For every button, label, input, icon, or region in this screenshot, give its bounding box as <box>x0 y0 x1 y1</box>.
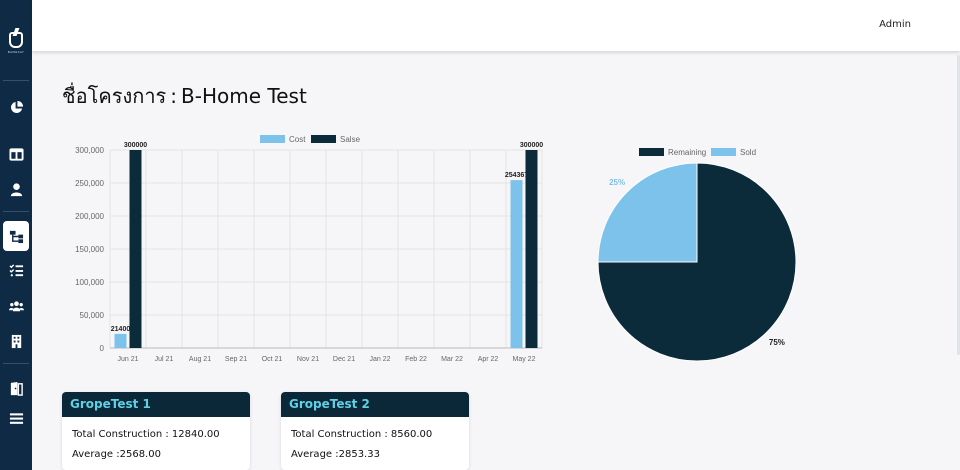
project-name-label: ชื่อโครงการ <box>62 84 167 108</box>
scrollbar[interactable] <box>957 55 960 355</box>
sidebar-item-user[interactable] <box>0 174 32 204</box>
y-tick-label: 300,000 <box>75 146 104 155</box>
layout-icon <box>8 147 24 161</box>
x-tick-label: Mar 22 <box>441 356 463 363</box>
legend-swatch <box>711 148 736 156</box>
menu-icon <box>9 412 23 424</box>
sidebar-item-project-structure[interactable] <box>3 221 29 251</box>
legend-label: Remaining <box>668 148 706 157</box>
data-label: 254367 <box>505 172 528 179</box>
average: Average :2853.33 <box>291 449 380 460</box>
sidebar-item-users[interactable] <box>0 291 32 321</box>
x-tick-label: Oct 21 <box>262 356 283 363</box>
user-icon <box>10 182 22 196</box>
total-construction: Total Construction : 8560.00 <box>291 429 433 440</box>
x-tick-label: Nov 21 <box>297 356 319 363</box>
task-list-icon <box>8 263 23 276</box>
top-bar: Admin <box>32 0 960 51</box>
slice-label: 25% <box>609 178 625 187</box>
pie-slice <box>597 162 698 263</box>
group-card-1[interactable]: GropeTest 1 Total Construction : 12840.0… <box>62 392 250 470</box>
users-group-icon <box>8 300 24 311</box>
bar <box>510 180 523 348</box>
y-tick-label: 50,000 <box>80 311 105 320</box>
average: Average :2568.00 <box>72 449 161 460</box>
bar <box>129 150 142 348</box>
legend-label: Salse <box>340 135 361 144</box>
x-tick-label: Dec 21 <box>333 356 355 363</box>
legend-swatch <box>260 135 285 143</box>
project-structure-icon <box>9 230 23 243</box>
group-card-2[interactable]: GropeTest 2 Total Construction : 8560.00… <box>281 392 469 470</box>
x-tick-label: Jan 22 <box>369 356 390 363</box>
y-tick-label: 200,000 <box>75 212 104 221</box>
sidebar-item-dashboard[interactable] <box>0 92 32 122</box>
x-tick-label: Sep 21 <box>225 356 247 363</box>
total-construction: Total Construction : 12840.00 <box>72 429 220 440</box>
y-tick-label: 0 <box>100 344 105 353</box>
sidebar-item-menu[interactable] <box>0 403 32 433</box>
y-tick-label: 100,000 <box>75 278 104 287</box>
remaining-sold-pie-chart: Remaining Sold 75% 25% <box>597 148 797 362</box>
group-card-title: GropeTest 1 <box>62 392 250 417</box>
sidebar-divider <box>3 363 29 364</box>
door-icon <box>10 381 23 396</box>
sidebar-divider <box>3 80 29 81</box>
sidebar-item-layout[interactable] <box>0 139 32 169</box>
x-tick-label: Jul 21 <box>155 356 174 363</box>
legend-swatch <box>639 148 664 156</box>
group-card-title: GropeTest 2 <box>281 392 469 417</box>
x-tick-label: Feb 22 <box>405 356 427 363</box>
data-label: 300000 <box>124 142 147 149</box>
cost-sales-bar-chart: Cost Salse 300,000 250,000 200,000 150,000 100… <box>75 135 543 363</box>
project-name: B-Home Test <box>181 84 307 108</box>
x-tick-label: Apr 22 <box>478 356 499 363</box>
logo-text: BANGSAY <box>7 50 25 54</box>
legend-swatch <box>311 135 336 143</box>
sidebar-divider <box>3 211 29 212</box>
sidebar-item-buildings[interactable] <box>0 326 32 356</box>
data-label: 300000 <box>520 142 543 149</box>
x-tick-label: Jun 21 <box>117 356 138 363</box>
logo-mark-icon <box>9 32 23 48</box>
sidebar: BANGSAY <box>0 0 32 470</box>
sidebar-item-tasks[interactable] <box>0 255 32 285</box>
legend-label: Cost <box>289 135 306 144</box>
bar <box>114 333 127 348</box>
sidebar-item-door[interactable] <box>0 373 32 403</box>
dashboard-chart-icon <box>10 100 23 113</box>
slice-label: 75% <box>769 338 785 347</box>
legend-label: Sold <box>740 148 756 157</box>
y-tick-label: 150,000 <box>75 245 104 254</box>
user-menu[interactable]: Admin <box>879 19 911 30</box>
x-tick-label: May 22 <box>513 356 536 363</box>
data-label: 21400 <box>111 326 131 333</box>
page-title: ชื่อโครงการ: B-Home Test <box>62 80 307 112</box>
x-tick-label: Aug 21 <box>189 356 211 363</box>
bar <box>525 150 538 348</box>
title-separator: : <box>170 84 178 108</box>
building-icon <box>11 334 21 348</box>
brand-logo[interactable]: BANGSAY <box>5 32 27 62</box>
y-tick-label: 250,000 <box>75 179 104 188</box>
